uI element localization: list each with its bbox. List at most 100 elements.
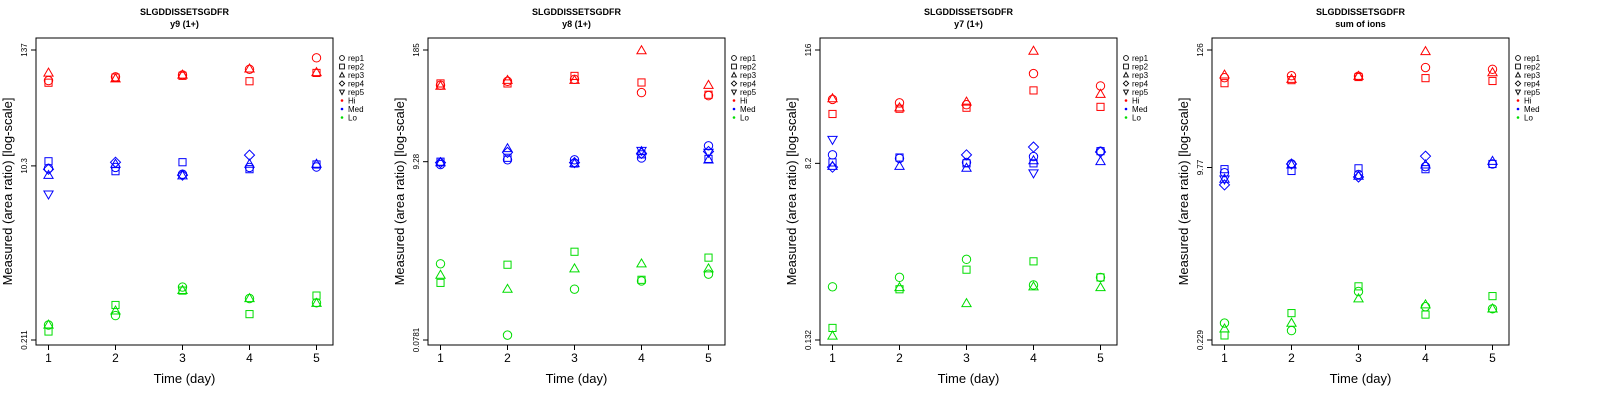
data-point: [569, 74, 580, 84]
legend-marker-rep4: [730, 80, 738, 87]
legend-marker-rep2: [1123, 63, 1129, 70]
data-point: [1029, 257, 1038, 266]
data-point: [436, 278, 445, 287]
legend-marker-rep3: [730, 71, 738, 78]
data-point: [1095, 272, 1106, 283]
legend-label: rep5: [1132, 88, 1149, 97]
data-point: [570, 247, 579, 256]
data-point: [1028, 45, 1039, 55]
series-lo: [43, 282, 322, 336]
legend-dot-hi: [1124, 99, 1128, 102]
legend-label: rep4: [1132, 79, 1149, 88]
data-point: [502, 283, 513, 293]
series-hi: [43, 53, 322, 87]
series-med: [1218, 150, 1498, 191]
data-point: [245, 310, 254, 319]
legend-label: Med: [348, 105, 364, 114]
data-point: [1220, 165, 1229, 174]
data-point: [894, 160, 905, 170]
legend-label: rep3: [1524, 71, 1541, 80]
legend-label: rep3: [348, 71, 365, 80]
legend-label: rep5: [740, 88, 757, 97]
legend-label: rep1: [1524, 54, 1541, 63]
legend-marker-rep5: [730, 89, 738, 96]
data-point: [1287, 166, 1296, 176]
data-point: [826, 161, 839, 173]
legend-label: Med: [1132, 105, 1148, 114]
data-point: [894, 281, 905, 292]
data-point: [1096, 147, 1105, 156]
data-point: [1421, 74, 1430, 83]
legend-marker-rep2: [1515, 63, 1521, 70]
data-point: [43, 67, 54, 77]
legend-label: rep2: [1524, 62, 1541, 71]
chart-panel-1: SLGDDISSETSGDFR y9 (1+) 1 2 3 4 5 0.211 10.3 137 T…: [0, 7, 365, 386]
data-point: [704, 253, 713, 262]
plot-frame: [819, 37, 1118, 346]
data-point: [109, 156, 122, 168]
legend-dot-lo: [732, 116, 736, 119]
data-point: [1220, 79, 1229, 88]
data-point: [245, 165, 254, 174]
legend-marker-rep4: [1122, 80, 1130, 87]
data-point: [1420, 45, 1431, 56]
legend-label: rep1: [348, 54, 365, 63]
data-point: [1028, 280, 1039, 291]
legend-label: Med: [740, 105, 756, 114]
x-tick-label: 4: [246, 351, 253, 365]
data-point: [1096, 102, 1105, 111]
data-point: [244, 62, 255, 73]
data-point: [1285, 158, 1298, 170]
legend-dot-med: [340, 107, 344, 111]
series-hi: [1219, 45, 1498, 88]
chart-title: SLGDDISSETSGDFR: [140, 7, 230, 17]
data-point: [961, 297, 972, 308]
data-point: [568, 156, 581, 169]
data-point: [311, 53, 322, 63]
data-point: [244, 158, 255, 168]
series-lo: [1219, 282, 1498, 340]
data-point: [178, 158, 187, 167]
y-axis-label: Measured (area ratio) [log-scale]: [1176, 98, 1191, 286]
legend-marker-rep3: [1514, 71, 1522, 78]
data-point: [828, 158, 837, 167]
data-point: [894, 98, 905, 108]
data-point: [1353, 70, 1364, 80]
chart-panel-3: SLGDDISSETSGDFR y7 (1+) 1 2 3 4 5 0.132 8.2 116 Ti…: [784, 7, 1149, 386]
data-point: [1096, 273, 1105, 282]
data-point: [244, 292, 255, 303]
data-point: [1488, 76, 1497, 86]
legend-marker-rep1: [1515, 55, 1521, 61]
legend-label: rep5: [348, 88, 365, 97]
data-point: [435, 80, 446, 90]
data-point: [502, 330, 513, 340]
data-point: [569, 157, 580, 168]
y-tick-label: 116: [804, 43, 813, 56]
legend-marker-rep5: [338, 89, 346, 96]
data-point: [177, 282, 188, 292]
x-tick-label: 4: [1030, 351, 1037, 365]
plot-frame: [35, 37, 334, 346]
chart-subtitle: y8 (1+): [562, 19, 591, 29]
data-point: [1094, 146, 1107, 158]
legend-dot-lo: [1516, 116, 1520, 119]
legend-marker-rep4: [1514, 80, 1522, 87]
y-tick-label: 8.2: [804, 157, 813, 169]
data-point: [961, 96, 972, 106]
x-tick-label: 4: [638, 351, 645, 365]
data-point: [1219, 69, 1230, 79]
x-tick-label: 1: [829, 351, 836, 365]
data-point: [827, 330, 838, 340]
y-tick-label: 0.211: [20, 330, 29, 350]
data-point: [960, 149, 973, 161]
data-point: [1421, 310, 1430, 319]
y-tick-label: 0.229: [1196, 329, 1205, 350]
data-point: [1419, 150, 1432, 162]
legend-dot-lo: [340, 116, 344, 119]
data-point: [636, 87, 647, 98]
data-point: [502, 155, 513, 165]
data-point: [43, 319, 54, 329]
legend-dot-hi: [340, 99, 344, 102]
legend-label: Lo: [348, 113, 357, 122]
data-point: [570, 71, 579, 80]
